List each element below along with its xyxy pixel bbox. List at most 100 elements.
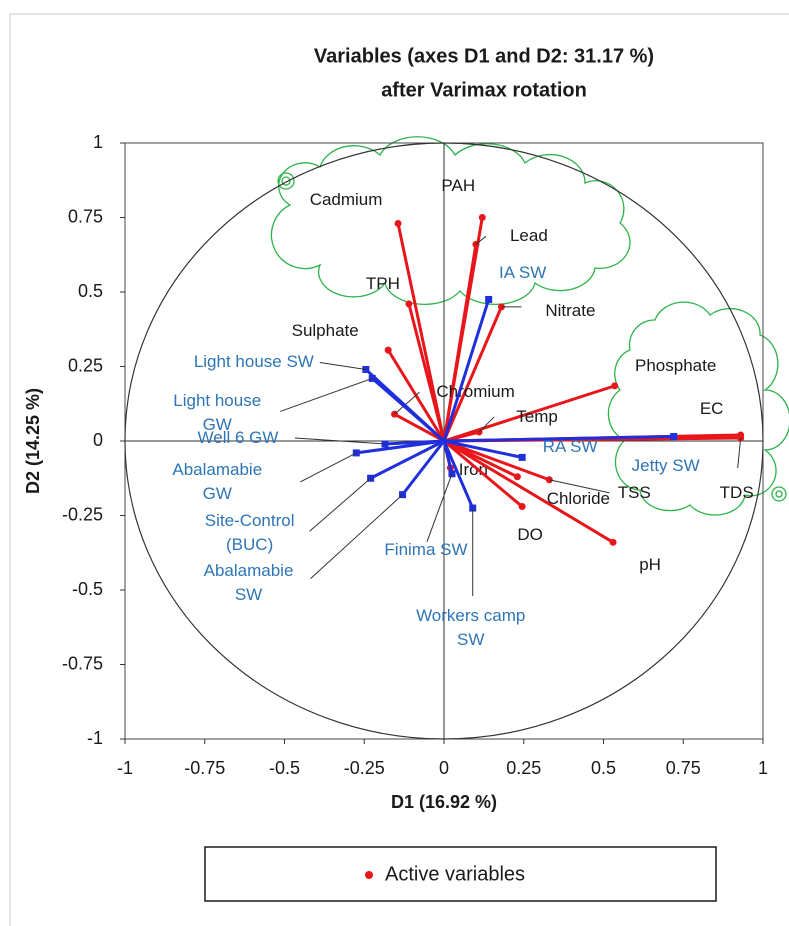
point-label: Workers camp SW [416,606,526,650]
vector [356,439,445,455]
vector [443,435,674,443]
point [518,503,526,511]
label-box: Site-Control (BUC) [204,511,295,555]
leader-line [280,377,373,412]
leader-line [549,479,610,494]
label-box: PAH [441,176,475,195]
x-tick-label: 1 [758,758,768,778]
label-box: Abalamabie GW [172,459,263,503]
vector [442,298,491,442]
legend-label: Active variables [385,863,525,885]
point [518,453,526,461]
point-label: Abalamabie GW [172,459,263,503]
point [513,473,521,481]
vector [401,440,446,496]
vector [443,439,550,482]
label-box: Well 6 GW [198,428,279,447]
leader-line [475,235,487,245]
vector [442,306,503,442]
label-box: TDS [720,483,754,502]
y-tick-label: -0.5 [72,579,103,599]
vector [369,439,445,480]
x-axis-title: D1 (16.92 %) [391,792,497,812]
cloud-bubble [277,172,295,190]
point [384,346,392,354]
point-label: TSS [617,482,651,502]
label-box: Abalamabie SW [203,560,294,604]
vector [371,377,445,443]
x-tick-label: -0.75 [184,758,225,778]
leader-line [319,361,366,370]
chart-title: after Varimax rotation [381,79,587,101]
vector [393,412,445,443]
point-label: Cadmium [309,190,383,210]
label-box: Light house GW [173,391,262,435]
label-box: Light house SW [193,352,314,372]
label-box: TPH [365,273,400,293]
label-box: DO [517,524,543,544]
point-label: Nitrate [545,300,596,320]
point-label: pH [639,555,661,575]
x-tick-label: -0.5 [269,758,300,778]
vector [443,439,614,544]
point-label: Temp [516,407,558,427]
point [394,219,402,227]
x-tick-label: 0.25 [506,758,541,778]
vector [443,439,523,459]
leader-line [426,473,453,542]
leader-line [309,477,371,532]
point-label: DO [517,524,543,544]
label-box: Workers camp SW [416,606,526,650]
cloud-bubble [771,486,787,502]
label-box: Chromium [436,382,514,401]
label-box: Nitrate [545,300,596,320]
leader-line [478,416,495,433]
leader-line [394,391,420,415]
point-label: Phosphate [635,355,717,375]
cloud [270,136,631,306]
point [670,433,678,441]
leader-line [294,437,386,445]
label-box: Finima SW [384,539,468,559]
label-box: pH [639,555,661,575]
point [485,295,493,303]
label-box: EC [699,399,724,419]
label-box: IA SW [499,263,546,282]
label-box: RA SW [542,437,598,457]
y-tick-label: 0 [93,430,103,450]
point-label: Jetty SW [631,455,700,475]
point [609,538,617,546]
point-label: Site-Control (BUC) [204,511,295,555]
vector [443,439,524,508]
label-box: Phosphate [635,355,717,375]
label-box: Sulphate [292,321,359,340]
vector [442,244,478,442]
cloud-bubble [775,490,783,498]
label-box: Jetty SW [631,455,700,475]
point [405,300,413,308]
leader-line [300,452,357,483]
vector [442,440,475,509]
chart-title: Variables (axes D1 and D2: 31.17 %) [314,45,654,67]
point-label: Lead [509,226,548,246]
y-tick-label: -0.25 [62,504,103,524]
x-tick-label: 0 [439,758,449,778]
leader-line [310,494,403,580]
legend-marker [365,871,373,879]
cloud-bubble [281,176,291,186]
point-label: Abalamabie SW [203,560,294,604]
point-label: RA SW [542,437,598,457]
point-label: TPH [365,273,400,293]
label-box: Temp [516,407,558,427]
point-label: EC [699,399,724,419]
label-box: Chloride [546,488,611,508]
point-label: Light house GW [173,391,262,435]
x-tick-label: -0.25 [344,758,385,778]
label-box: Lead [509,226,548,246]
y-tick-label: 0.25 [68,355,103,375]
x-tick-label: 0.5 [591,758,616,778]
point-label: Finima SW [384,539,468,559]
point-label: Light house SW [193,352,314,372]
point-label: Chloride [546,488,611,508]
